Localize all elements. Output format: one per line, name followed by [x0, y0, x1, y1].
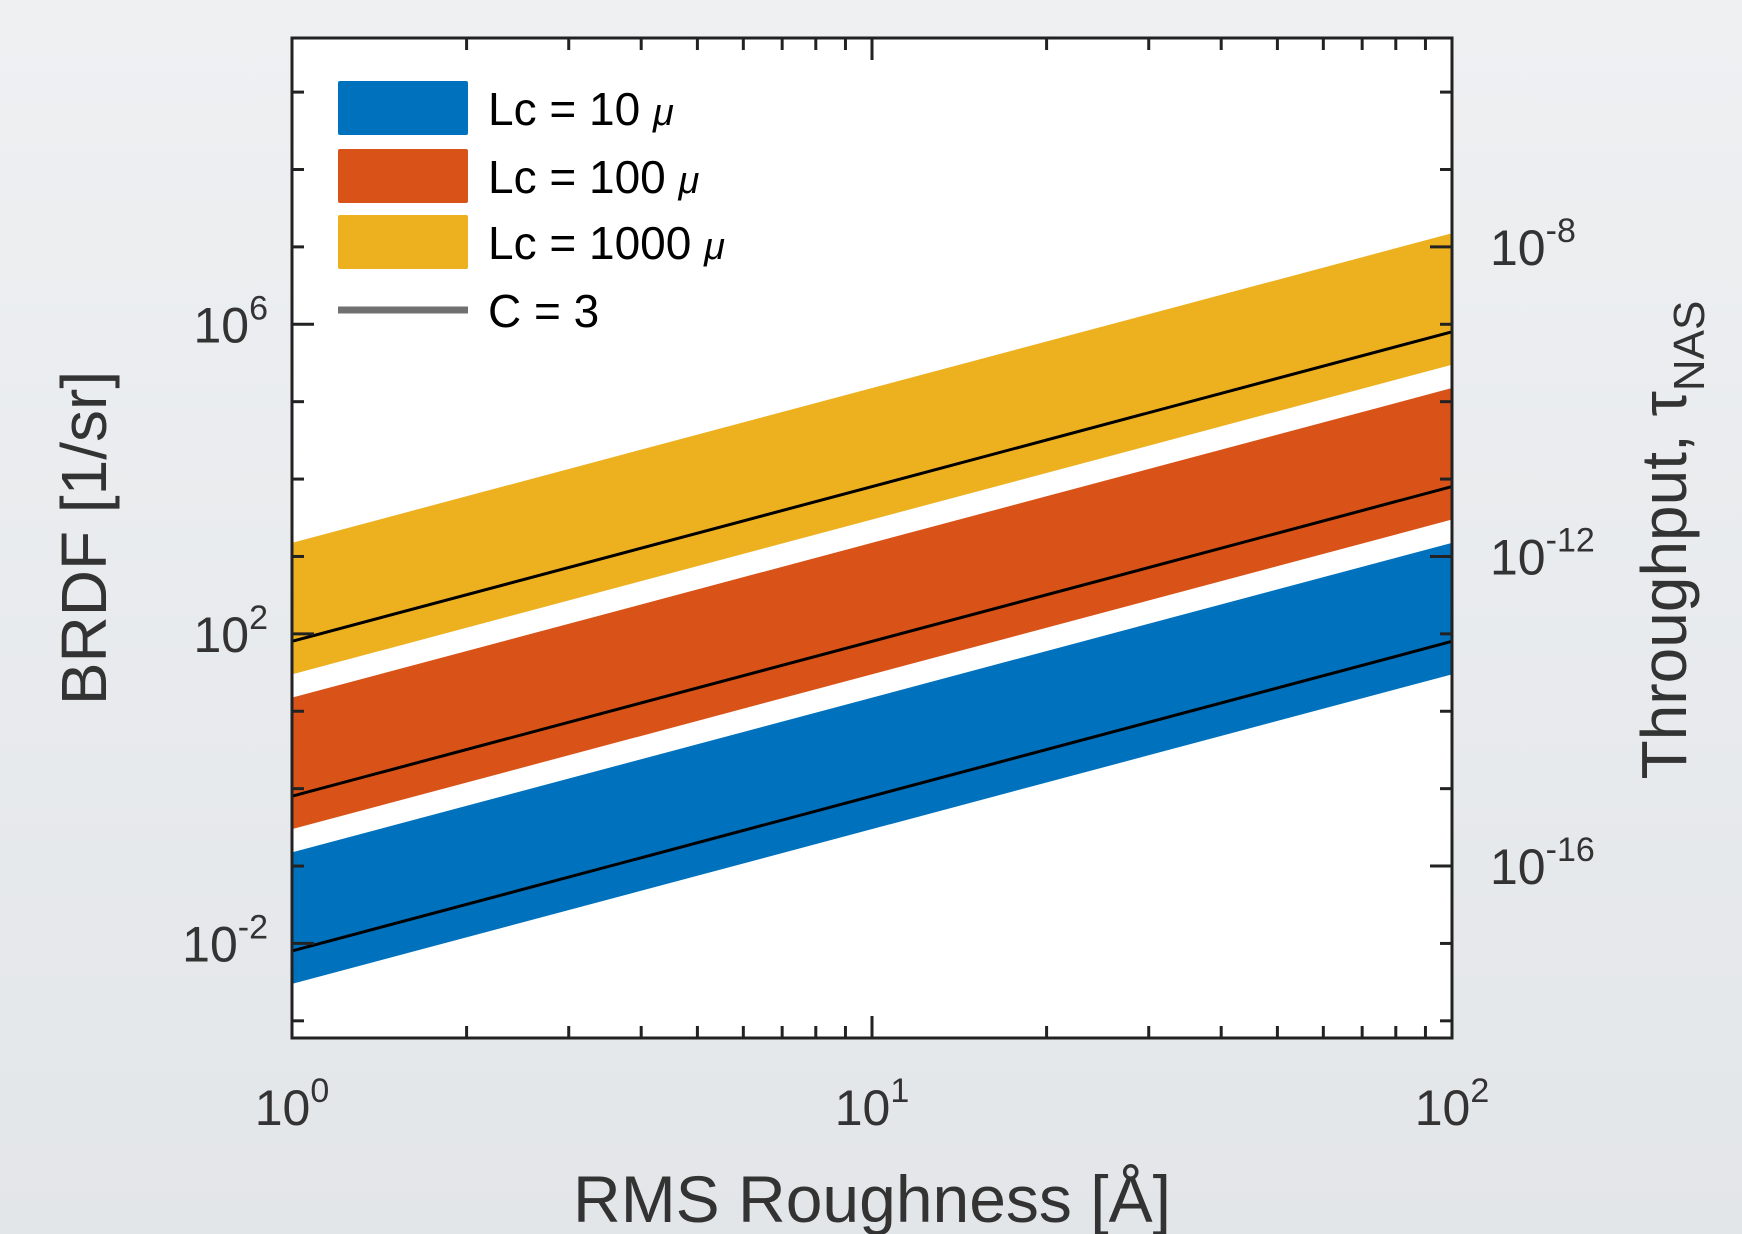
x-tick-label-0-exp: 0	[310, 1072, 329, 1110]
y2-tick-label-2: 10-8	[1490, 212, 1576, 276]
y2-tick-label-2-base: 10	[1490, 220, 1546, 276]
y-tick-label-2: 106	[193, 289, 268, 353]
y-axis-label: BRDF [1/sr]	[48, 371, 120, 705]
y2-tick-label-0: 10-16	[1490, 831, 1595, 895]
legend-swatch-2	[338, 149, 468, 203]
y-tick-label-0-base: 10	[182, 916, 238, 972]
y2-tick-label-1-exp: -12	[1546, 521, 1595, 559]
legend-swatch-1	[338, 81, 468, 135]
legend-label-text: C = 3	[488, 285, 599, 337]
legend-label-unit: μ	[703, 226, 725, 268]
legend-label-unit: μ	[652, 92, 674, 134]
y-tick-label-0: 10-2	[182, 908, 268, 972]
x-tick-label-0: 100	[255, 1072, 330, 1136]
line-c3-2	[291, 485, 1453, 798]
x-tick-label-1: 101	[835, 1072, 910, 1136]
x-tick-label-1-base: 10	[835, 1080, 891, 1136]
legend-label-text: Lc = 100	[488, 151, 679, 203]
y2-tick-label-0-base: 10	[1490, 839, 1546, 895]
y-tick-label-0-exp: -2	[238, 908, 268, 946]
y2-tick-label-2-exp: -8	[1546, 212, 1576, 250]
legend-swatch-3	[338, 215, 468, 269]
x-tick-label-2-base: 10	[1415, 1080, 1471, 1136]
x-axis-label: RMS Roughness [Å]	[573, 1162, 1171, 1234]
line-c3-1	[291, 639, 1453, 953]
y2-axis-label-main: Throughput, τ	[1628, 391, 1700, 779]
y-tick-label-1-base: 10	[193, 607, 249, 663]
y2-tick-label-0-exp: -16	[1546, 831, 1595, 869]
data-lines	[291, 330, 1453, 953]
legend-label-4: C = 3	[488, 285, 599, 337]
x-tick-label-1-exp: 1	[890, 1072, 909, 1110]
legend-label-text: Lc = 1000	[488, 217, 704, 269]
legend-label-1: Lc = 10 μ	[488, 83, 674, 135]
legend-label-text: Lc = 10	[488, 83, 653, 135]
y-tick-label-1: 102	[193, 599, 268, 663]
legend: Lc = 10 μLc = 100 μLc = 1000 μC = 3	[338, 81, 725, 337]
y2-axis-label-sub: NAS	[1665, 301, 1714, 391]
x-tick-label-2: 102	[1415, 1072, 1490, 1136]
y2-tick-label-1-base: 10	[1490, 529, 1546, 585]
x-tick-label-0-base: 10	[255, 1080, 311, 1136]
legend-label-unit: μ	[678, 160, 700, 202]
y2-tick-label-1: 10-12	[1490, 521, 1595, 585]
y-tick-label-2-exp: 6	[249, 289, 268, 327]
y2-axis-label: Throughput, τNAS	[1628, 301, 1714, 780]
y-tick-label-1-exp: 2	[249, 599, 268, 637]
x-tick-label-2-exp: 2	[1470, 1072, 1489, 1110]
legend-label-2: Lc = 100 μ	[488, 151, 700, 203]
y-tick-label-2-base: 10	[193, 297, 249, 353]
legend-label-3: Lc = 1000 μ	[488, 217, 725, 269]
line-c3-3	[291, 330, 1453, 643]
